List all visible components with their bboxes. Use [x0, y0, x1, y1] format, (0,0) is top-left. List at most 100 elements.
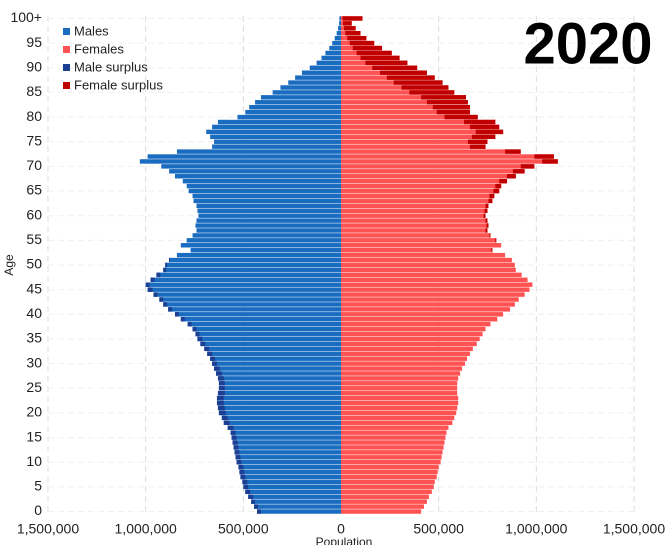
male-bar	[197, 208, 341, 213]
male-surplus	[217, 390, 225, 396]
female-bar	[341, 90, 455, 95]
male-bar	[280, 85, 341, 90]
male-surplus	[180, 317, 185, 322]
female-surplus	[542, 159, 558, 164]
female-bar	[341, 484, 434, 490]
female-bar	[341, 292, 525, 297]
female-bar	[341, 297, 519, 302]
female-surplus	[421, 95, 467, 100]
chart-title: 2020	[523, 11, 652, 76]
male-bar	[182, 178, 341, 184]
male-surplus	[227, 425, 234, 430]
male-bar	[188, 188, 341, 194]
female-surplus	[464, 119, 496, 125]
male-bar	[249, 104, 341, 110]
female-surplus	[347, 35, 367, 41]
legend-label: Females	[74, 41, 124, 56]
male-bar	[159, 297, 341, 302]
y-axis-label: Age	[2, 254, 16, 276]
female-bar	[341, 307, 510, 312]
y-tick-label: 50	[26, 256, 42, 272]
male-bar	[235, 455, 341, 460]
female-bar	[341, 238, 497, 243]
male-surplus	[242, 479, 248, 485]
male-surplus	[187, 321, 192, 327]
female-surplus	[380, 70, 427, 75]
male-bar	[214, 139, 341, 144]
female-bar	[341, 95, 467, 100]
female-surplus	[467, 139, 488, 144]
male-bar	[186, 238, 341, 243]
female-bar	[341, 489, 432, 495]
male-bar	[212, 361, 341, 366]
male-surplus	[236, 460, 242, 465]
female-bar	[341, 460, 441, 465]
male-bar	[192, 193, 341, 199]
female-bar	[341, 474, 437, 480]
female-bar	[341, 193, 495, 199]
male-surplus	[197, 336, 203, 342]
legend-swatch	[63, 28, 70, 35]
y-tick-label: 60	[26, 206, 42, 222]
male-bar	[336, 31, 341, 36]
female-surplus	[345, 31, 361, 36]
male-bar	[165, 262, 341, 268]
male-surplus	[200, 341, 206, 347]
female-bar	[341, 312, 504, 317]
female-surplus	[356, 50, 392, 56]
female-surplus	[436, 109, 470, 115]
female-surplus	[489, 233, 491, 238]
male-surplus	[168, 307, 173, 312]
female-surplus	[393, 80, 443, 85]
male-surplus	[153, 292, 158, 297]
male-surplus	[218, 381, 225, 386]
female-surplus	[352, 45, 383, 51]
female-surplus	[469, 144, 486, 149]
female-bar	[341, 233, 491, 238]
y-tick-label: 90	[26, 58, 42, 74]
female-bar	[341, 213, 486, 218]
female-bar	[341, 109, 470, 115]
male-bar	[196, 203, 341, 209]
male-bar	[221, 415, 341, 421]
male-bar	[147, 287, 341, 292]
male-surplus	[174, 312, 179, 317]
female-bar	[341, 85, 449, 90]
y-tick-label: 70	[26, 157, 42, 173]
male-bar	[176, 149, 341, 154]
male-bar	[234, 450, 341, 455]
male-bar	[223, 420, 341, 426]
plot: 1,500,000 1,000,000 500,000 0 500,000 1,000,0…	[10, 9, 665, 537]
male-bar	[174, 312, 341, 317]
male-surplus	[215, 371, 222, 376]
male-bar	[217, 390, 341, 396]
female-bar	[341, 129, 504, 135]
female-bar	[341, 183, 502, 189]
male-surplus	[243, 484, 249, 490]
female-bar	[341, 317, 498, 322]
male-bar	[161, 164, 341, 169]
male-surplus	[233, 445, 239, 450]
male-bar	[316, 60, 341, 66]
female-bar	[341, 346, 473, 352]
female-bar	[341, 390, 458, 396]
female-bar	[341, 479, 435, 485]
female-surplus	[365, 60, 408, 66]
female-bar	[341, 455, 442, 460]
male-bar	[192, 326, 341, 332]
female-surplus	[471, 134, 496, 140]
male-surplus	[231, 435, 237, 440]
y-tick-label: 85	[26, 83, 42, 99]
female-surplus	[495, 238, 497, 243]
female-surplus	[485, 203, 489, 209]
female-bar	[341, 361, 466, 366]
female-surplus	[484, 208, 488, 213]
male-surplus	[216, 395, 224, 401]
male-bar	[309, 65, 341, 70]
female-bar	[341, 247, 493, 253]
male-bar	[139, 159, 341, 164]
x-tick-label: 1,500,000	[603, 521, 665, 537]
male-surplus	[254, 504, 258, 509]
male-surplus	[195, 331, 200, 337]
y-tick-label: 20	[26, 404, 42, 420]
